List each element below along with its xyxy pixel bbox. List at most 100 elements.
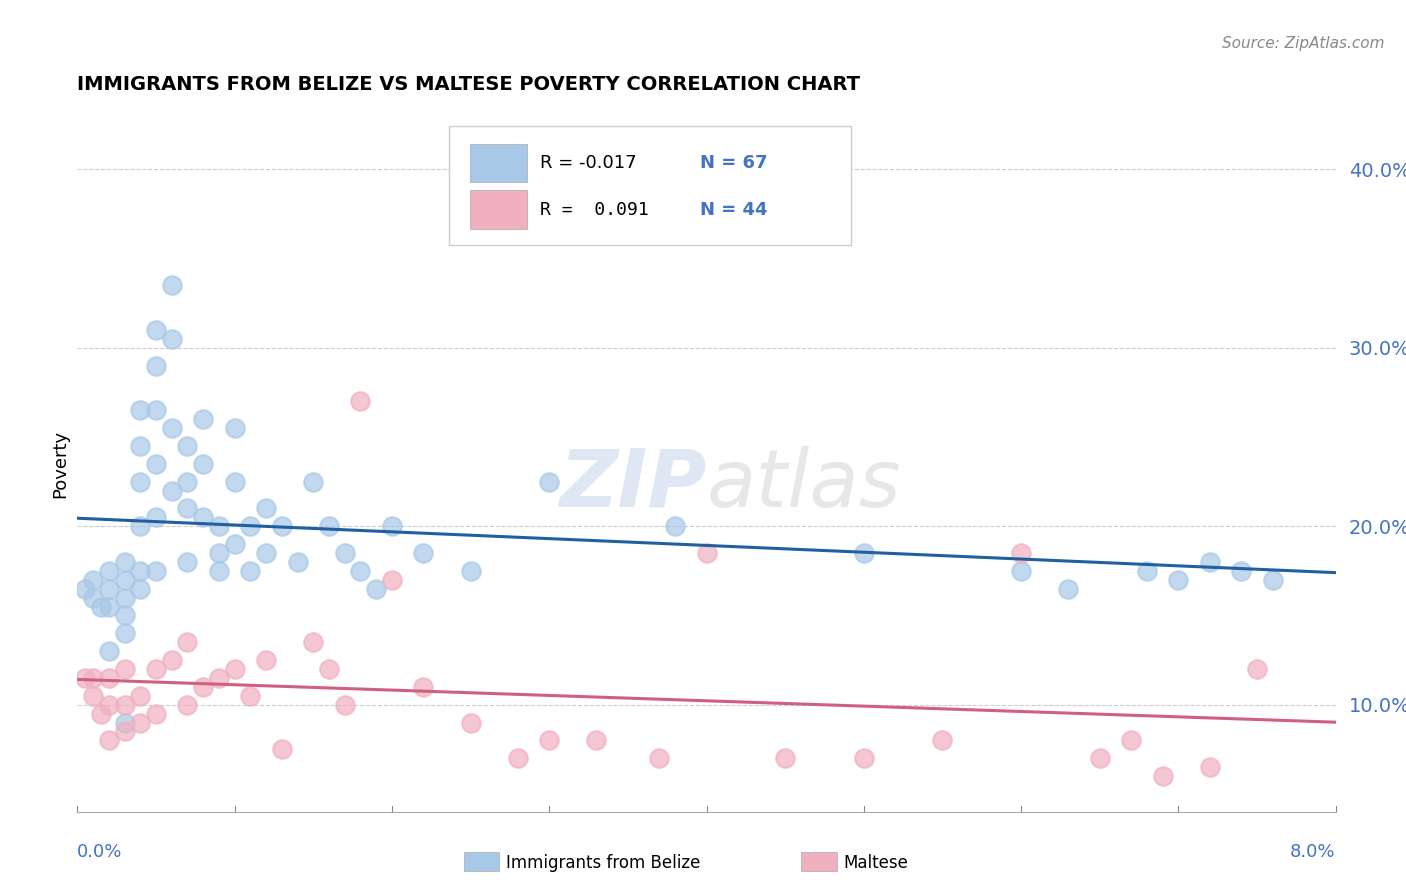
Point [145, 662, 167, 676]
Point [224, 662, 246, 676]
Point [114, 724, 136, 739]
Point [90, 599, 112, 614]
Point [270, 742, 292, 756]
Point [82, 671, 104, 685]
Point [160, 332, 183, 346]
Text: N = 67: N = 67 [700, 154, 768, 172]
Point [254, 501, 277, 516]
Point [1152, 769, 1174, 783]
Point [114, 626, 136, 640]
Point [538, 475, 561, 489]
Point [381, 519, 404, 533]
Point [129, 519, 152, 533]
Point [129, 689, 152, 703]
Point [239, 564, 262, 578]
Point [114, 608, 136, 623]
Point [145, 564, 167, 578]
Point [145, 706, 167, 721]
Point [97, 582, 120, 596]
Point [349, 394, 371, 409]
Point [82, 591, 104, 605]
Y-axis label: Poverty: Poverty [51, 430, 69, 498]
Point [1246, 662, 1268, 676]
Point [239, 519, 262, 533]
Point [129, 403, 152, 417]
Point [160, 653, 183, 667]
Point [412, 546, 434, 560]
Point [1167, 573, 1189, 587]
Point [129, 582, 152, 596]
Point [1261, 573, 1284, 587]
Point [1198, 555, 1220, 569]
Text: atlas: atlas [707, 446, 901, 524]
Point [176, 698, 198, 712]
Point [176, 501, 198, 516]
Point [129, 439, 152, 453]
Point [270, 519, 292, 533]
Point [852, 546, 875, 560]
Text: R = -0.017: R = -0.017 [540, 154, 637, 172]
FancyBboxPatch shape [470, 190, 527, 228]
Point [176, 555, 198, 569]
Point [191, 457, 215, 471]
Point [254, 653, 277, 667]
Point [114, 573, 136, 587]
Point [129, 715, 152, 730]
Point [160, 421, 183, 435]
Text: Immigrants from Belize: Immigrants from Belize [506, 855, 700, 872]
Text: N = 44: N = 44 [700, 201, 768, 219]
Point [97, 599, 120, 614]
Point [333, 546, 356, 560]
Point [176, 635, 198, 649]
Point [114, 591, 136, 605]
Text: ZIP: ZIP [560, 446, 707, 524]
Point [191, 680, 215, 694]
Point [145, 510, 167, 524]
Point [160, 483, 183, 498]
Text: Maltese: Maltese [844, 855, 908, 872]
Point [239, 689, 262, 703]
Point [208, 671, 231, 685]
Point [75, 582, 97, 596]
Text: IMMIGRANTS FROM BELIZE VS MALTESE POVERTY CORRELATION CHART: IMMIGRANTS FROM BELIZE VS MALTESE POVERT… [77, 75, 860, 94]
Point [1136, 564, 1159, 578]
Point [208, 564, 231, 578]
Point [585, 733, 607, 747]
Point [302, 475, 325, 489]
Point [82, 689, 104, 703]
Point [852, 751, 875, 765]
Point [318, 662, 340, 676]
FancyBboxPatch shape [449, 127, 851, 244]
Point [129, 564, 152, 578]
Point [1010, 546, 1032, 560]
Point [366, 582, 388, 596]
Point [287, 555, 309, 569]
Point [381, 573, 404, 587]
Point [114, 698, 136, 712]
Text: R =  0.091: R = 0.091 [540, 201, 650, 219]
Point [696, 546, 718, 560]
Text: Source: ZipAtlas.com: Source: ZipAtlas.com [1222, 36, 1385, 51]
Point [664, 519, 686, 533]
Point [412, 680, 434, 694]
Point [460, 564, 482, 578]
Point [224, 475, 246, 489]
Point [1198, 760, 1220, 774]
Point [129, 475, 152, 489]
Point [648, 751, 671, 765]
Point [82, 573, 104, 587]
Text: 8.0%: 8.0% [1291, 843, 1336, 861]
Point [208, 519, 231, 533]
Point [506, 751, 529, 765]
Point [176, 439, 198, 453]
Point [460, 715, 482, 730]
Point [75, 671, 97, 685]
Point [333, 698, 356, 712]
Point [1057, 582, 1080, 596]
Point [318, 519, 340, 533]
Point [191, 510, 215, 524]
Point [224, 537, 246, 551]
Point [208, 546, 231, 560]
Point [349, 564, 371, 578]
Point [224, 421, 246, 435]
